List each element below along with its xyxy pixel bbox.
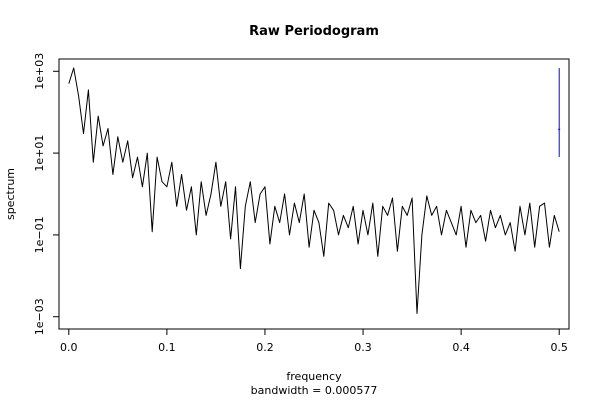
y-tick-label: 1e−01 [33, 216, 46, 253]
y-tick-label: 1e−03 [33, 298, 46, 335]
spectrum-series-line [68, 67, 560, 314]
x-tick-label: 0.0 [60, 341, 78, 354]
y-axis-label: spectrum [4, 168, 17, 220]
x-tick-label: 0.3 [354, 341, 372, 354]
chart-title: Raw Periodogram [249, 24, 379, 39]
x-axis: 0.0 0.1 0.2 0.3 0.4 0.5 [60, 329, 568, 354]
x-tick-label: 0.4 [452, 341, 470, 354]
x-tick-label: 0.2 [256, 341, 274, 354]
x-tick-label: 0.5 [550, 341, 568, 354]
plot-frame [58, 58, 570, 330]
y-axis: 1e+03 1e+01 1e−01 1e−03 [33, 53, 59, 335]
x-axis-label: frequency [286, 370, 342, 383]
y-tick-label: 1e+01 [33, 135, 46, 172]
bandwidth-label: bandwidth = 0.000577 [251, 384, 378, 397]
x-tick-label: 0.1 [158, 341, 176, 354]
y-tick-label: 1e+03 [33, 53, 46, 90]
